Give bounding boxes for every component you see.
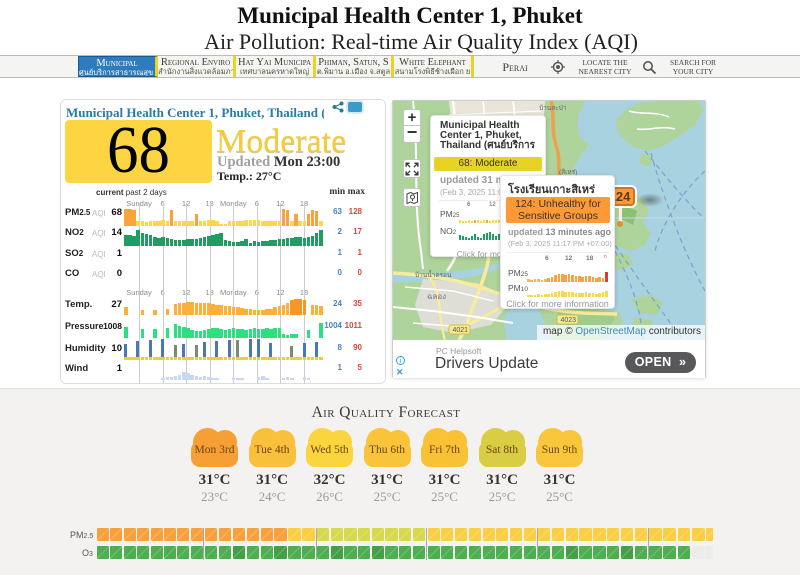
svg-text:บ้านน้ำตรอน: บ้านน้ำตรอน (415, 270, 452, 279)
svg-text:4021: 4021 (453, 327, 469, 334)
svg-text:4023: 4023 (561, 317, 577, 324)
svg-text:(สิเหร่): (สิเหร่) (559, 168, 577, 176)
svg-text:ฉลอง: ฉลอง (427, 292, 446, 301)
svg-text:บ้านสะป่า: บ้านสะป่า (539, 104, 567, 112)
